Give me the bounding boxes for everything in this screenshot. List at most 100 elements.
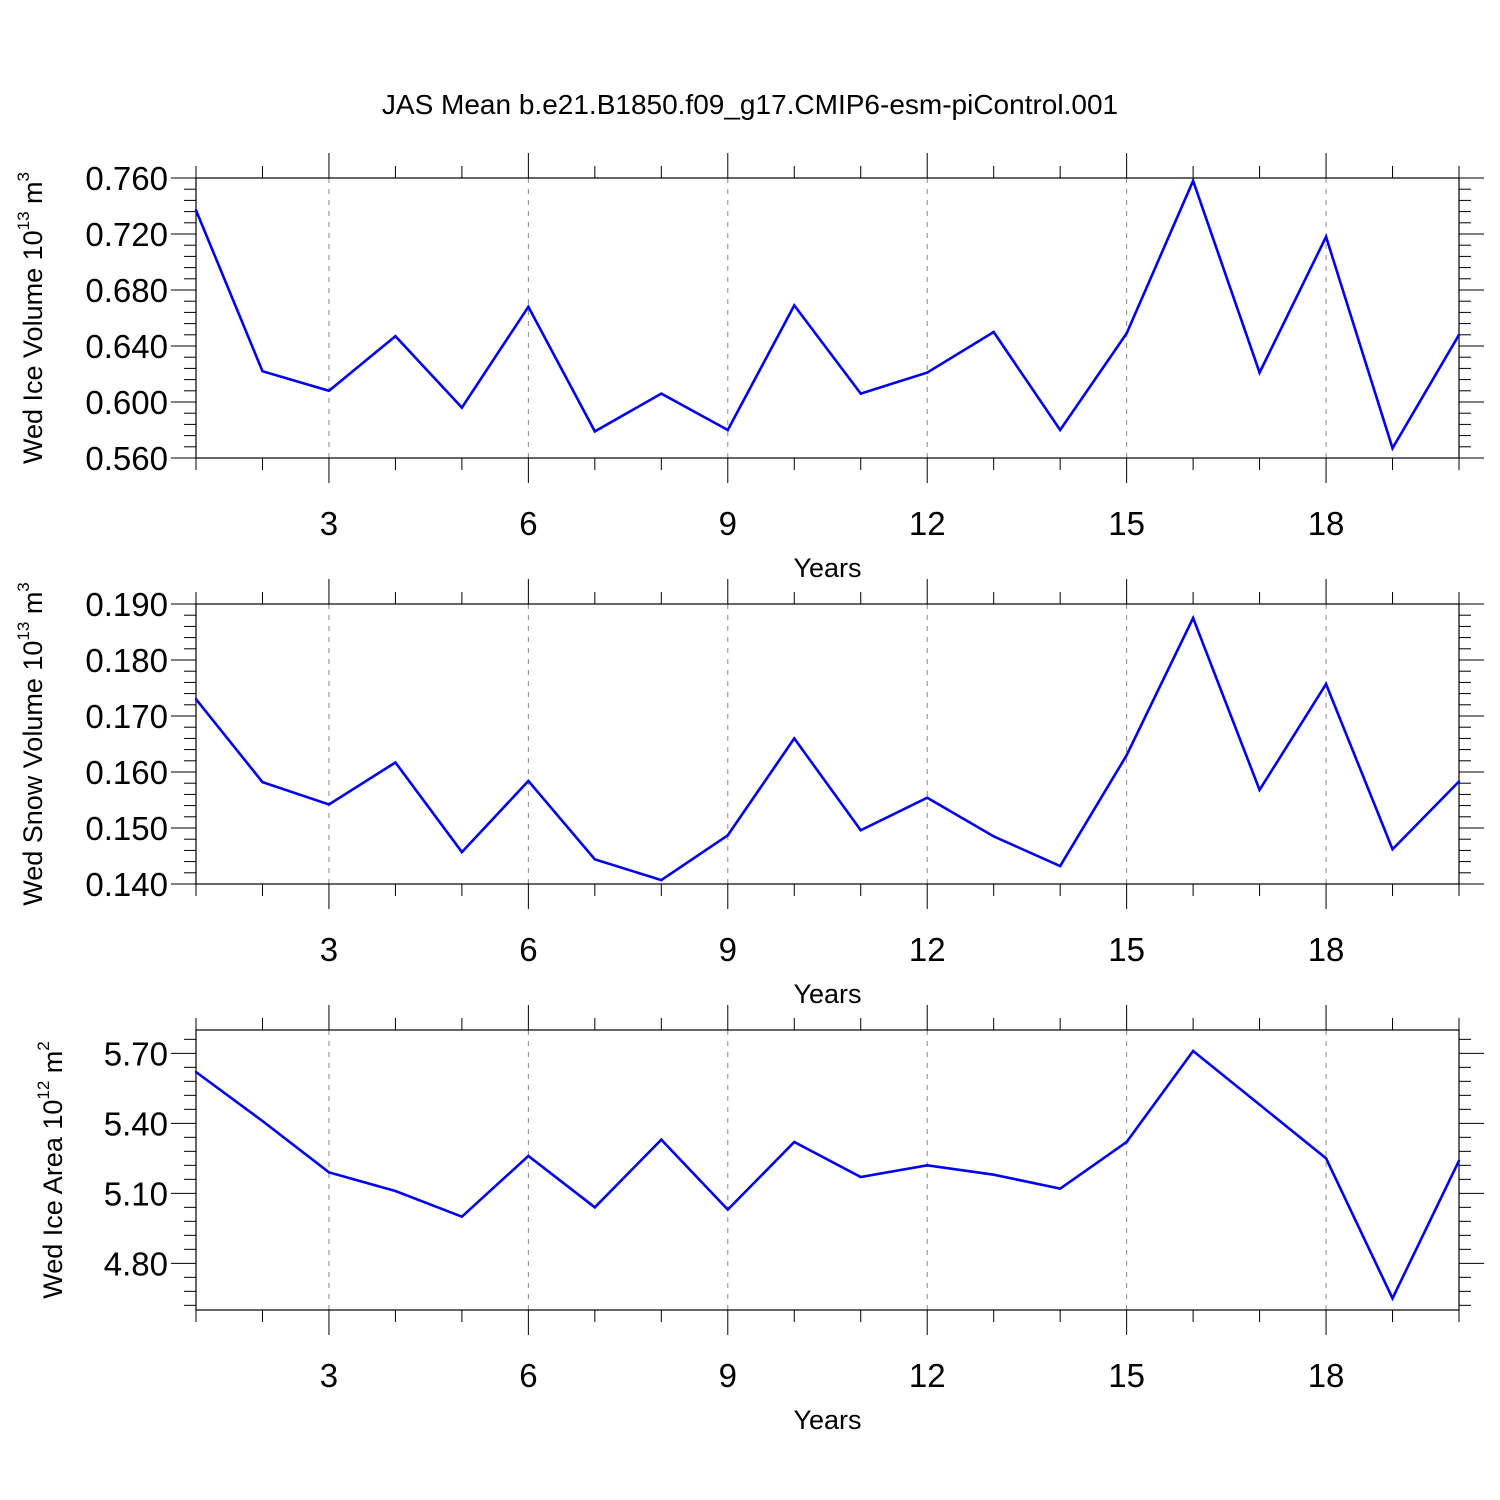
panel-2-data-point bbox=[1391, 848, 1394, 851]
panel-1-series-line bbox=[194, 177, 1461, 452]
panel-1-y-tick-label: 0.680 bbox=[85, 272, 168, 309]
panel-2-data-point bbox=[1125, 754, 1128, 757]
panel-3-data-point bbox=[726, 1208, 729, 1211]
panel-1-y-tick-label: 0.560 bbox=[85, 440, 168, 477]
panel-1-y-axis-label-exp2: 3 bbox=[14, 172, 33, 181]
panel-2-x-tick-label: 12 bbox=[909, 931, 946, 968]
panel-1-data-point bbox=[1058, 428, 1062, 432]
panel-1-data-point bbox=[593, 430, 597, 433]
panel-3-y-axis-label-base: Wed Ice Area 10 bbox=[38, 1100, 68, 1299]
panel-3-data-point bbox=[394, 1189, 397, 1193]
panel-1-data-point bbox=[1324, 235, 1328, 238]
panel-1-x-tick-label: 12 bbox=[909, 505, 946, 542]
panel-3-data-point bbox=[992, 1173, 995, 1176]
panel-3-x-tick-label: 15 bbox=[1108, 1357, 1145, 1394]
panel-1-y-tick-label: 0.600 bbox=[85, 384, 168, 421]
panel-3-data-point bbox=[1191, 1049, 1195, 1053]
panel-2-data-point bbox=[194, 698, 198, 701]
panel-2-y-axis-label-base: Wed Snow Volume 10 bbox=[18, 641, 48, 906]
panel-1-x-tick-label: 3 bbox=[320, 505, 338, 542]
panel-2-data-point bbox=[394, 761, 397, 764]
panel-1-x-tick-label: 15 bbox=[1108, 505, 1145, 542]
panel-1-y-tick-label: 0.760 bbox=[85, 160, 168, 197]
panel-2-data-point bbox=[327, 803, 331, 806]
panel-3-data-point bbox=[194, 1070, 198, 1074]
panel-3-y-tick-label: 5.10 bbox=[104, 1175, 168, 1212]
panel-1-data-point bbox=[527, 305, 530, 308]
panel-3-y-tick-label: 4.80 bbox=[104, 1245, 168, 1282]
panel-2-y-tick-label: 0.140 bbox=[85, 866, 168, 903]
panel-2-y-tick-label: 0.190 bbox=[85, 586, 168, 623]
panel-2-x-tick-label: 9 bbox=[719, 931, 737, 968]
panel-3-data-point bbox=[1457, 1159, 1461, 1162]
panel-1-data-point bbox=[327, 389, 331, 392]
panel-1-y-axis-label-mid: m bbox=[18, 181, 48, 211]
panel-1-x-tick-label: 18 bbox=[1308, 505, 1345, 542]
panel-2-data-point bbox=[926, 796, 929, 799]
panel-2-data-point bbox=[1324, 682, 1328, 686]
panel-3-data-point bbox=[926, 1164, 929, 1167]
panel-3-y-axis-label-exp1: 12 bbox=[34, 1081, 53, 1100]
panel-3-data-point bbox=[261, 1119, 264, 1123]
panel-3-data-point bbox=[793, 1140, 796, 1144]
panel-3-x-axis-label: Years bbox=[793, 1405, 861, 1435]
panel-2-data-point bbox=[859, 829, 862, 832]
panel-1-data-point bbox=[992, 330, 995, 334]
panel-2-data-point bbox=[1457, 780, 1461, 783]
panel-1-data-point bbox=[859, 392, 862, 395]
panel-2-data-point bbox=[793, 737, 796, 740]
panel-1-y-tick-label: 0.640 bbox=[85, 328, 168, 365]
panel-3-data-point bbox=[1125, 1140, 1128, 1144]
panel-1-y-axis-label: Wed Ice Volume 1013 m3 bbox=[14, 172, 48, 464]
panel-1-y-axis-label-exp1: 13 bbox=[14, 211, 33, 230]
panel-2-y-tick-label: 0.180 bbox=[85, 642, 168, 679]
panel-2-data-point bbox=[726, 834, 729, 837]
panel-2-x-axis-label: Years bbox=[793, 979, 861, 1009]
panel-2-data-point bbox=[527, 779, 530, 783]
panel-3-x-tick-label: 3 bbox=[320, 1357, 338, 1394]
panel-1-data-point bbox=[793, 304, 796, 307]
panel-1-data-point bbox=[1258, 371, 1261, 374]
panel-1-data-point bbox=[726, 428, 729, 432]
panel-2-y-axis-label: Wed Snow Volume 1013 m3 bbox=[14, 582, 48, 906]
panel-3-data-point bbox=[460, 1215, 464, 1218]
panel-3-frame bbox=[195, 1029, 1460, 1311]
panel-1-y-axis-label-base: Wed Ice Volume 10 bbox=[18, 230, 48, 464]
panel-2-x-tick-label: 15 bbox=[1108, 931, 1145, 968]
panel-3-x-tick-label: 6 bbox=[519, 1357, 537, 1394]
panel-2-x-tick-label: 6 bbox=[519, 931, 537, 968]
panel-1-x-axis-label: Years bbox=[793, 553, 861, 583]
panel-3-y-tick-label: 5.70 bbox=[104, 1035, 168, 1072]
panel-3-x-tick-label: 12 bbox=[909, 1357, 946, 1394]
panel-1-data-point bbox=[1391, 447, 1394, 450]
panel-3-y-axis-label-mid: m bbox=[38, 1051, 68, 1081]
panel-1-data-point bbox=[926, 371, 929, 374]
panel-1-y-tick-label: 0.720 bbox=[85, 216, 168, 253]
panel-3-data-point bbox=[1391, 1297, 1394, 1300]
panel-2-data-point bbox=[593, 858, 597, 861]
panel-2-data-point bbox=[261, 780, 264, 784]
panel-2-y-tick-label: 0.170 bbox=[85, 698, 168, 735]
panel-1-data-point bbox=[261, 370, 264, 373]
panel-3-data-point bbox=[1324, 1157, 1328, 1160]
panel-1-frame bbox=[195, 177, 1460, 459]
panel-3-data-point bbox=[527, 1154, 530, 1158]
panel-1-data-point bbox=[1457, 333, 1461, 336]
panel-2-data-point bbox=[1258, 788, 1261, 792]
panel-3-data-point bbox=[593, 1206, 597, 1209]
panel-1-x-tick-label: 9 bbox=[719, 505, 737, 542]
panel-1-data-point bbox=[460, 406, 464, 409]
panel-2-y-axis-label-exp2: 3 bbox=[14, 582, 33, 591]
panel-1-data-point bbox=[660, 392, 663, 395]
panel-2-data-point bbox=[1191, 616, 1195, 620]
chart-title: JAS Mean b.e21.B1850.f09_g17.CMIP6-esm-p… bbox=[382, 89, 1118, 120]
panel-1-data-point bbox=[1125, 332, 1128, 335]
panel-1-data-point bbox=[1191, 179, 1195, 182]
panel-2-data-point bbox=[992, 835, 995, 838]
panel-3-x-tick-label: 18 bbox=[1308, 1357, 1345, 1394]
panel-2-y-axis-label-exp1: 13 bbox=[14, 622, 33, 641]
panel-3-data-point bbox=[1058, 1187, 1062, 1190]
panel-3-data-point bbox=[859, 1175, 862, 1179]
